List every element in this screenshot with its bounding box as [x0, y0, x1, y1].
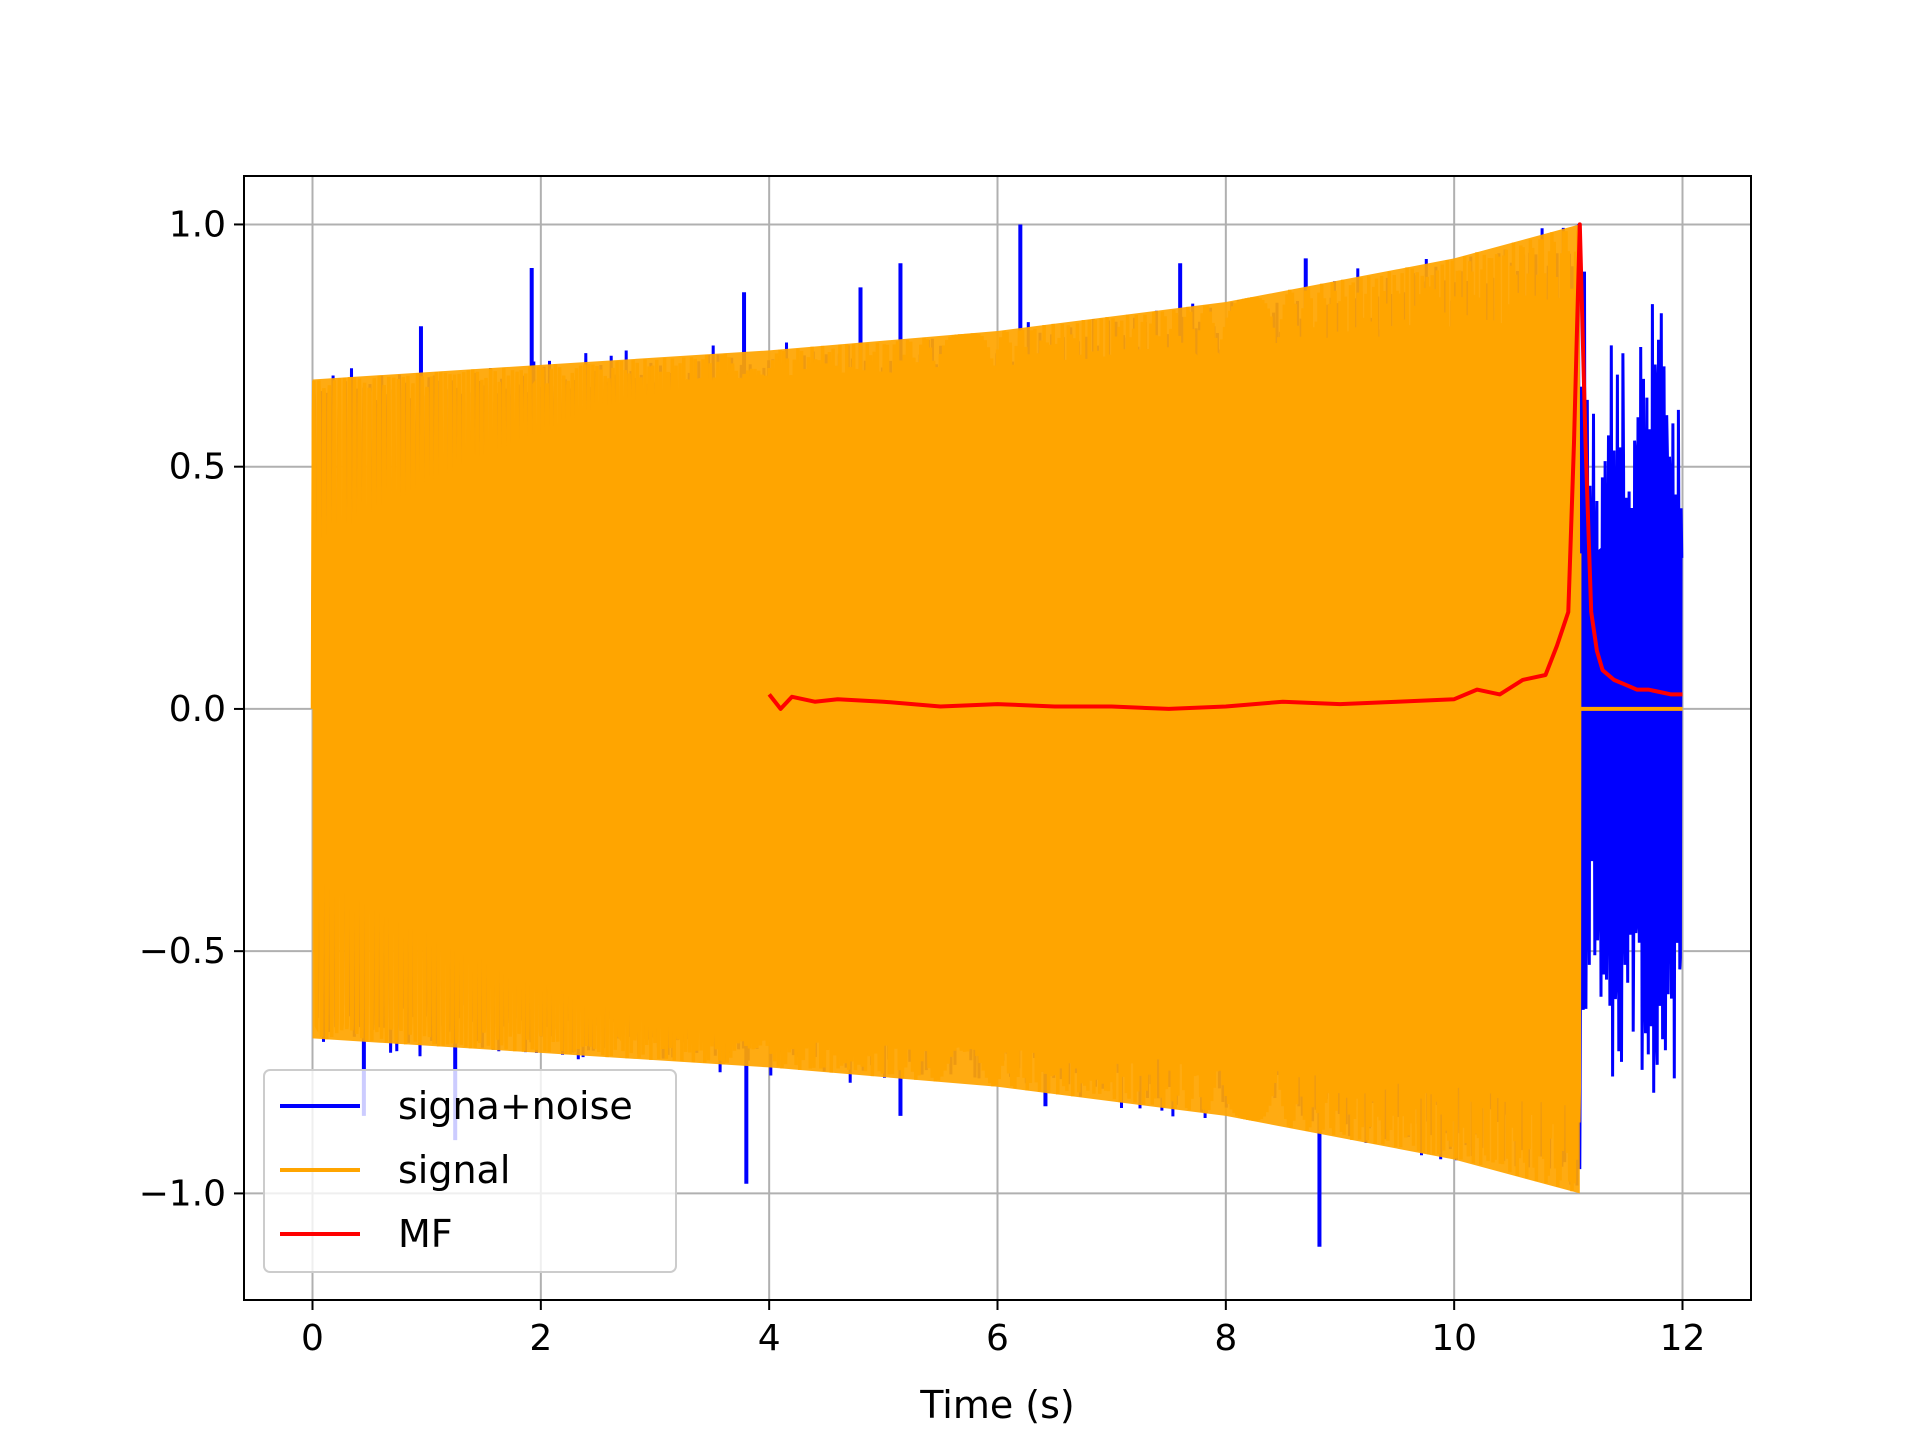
legend-label: MF: [398, 1212, 453, 1256]
plot-area: [310, 222, 1684, 1247]
x-tick-label: 6: [986, 1318, 1009, 1359]
legend-box: [263, 1069, 677, 1273]
x-tick-label: 8: [1214, 1318, 1237, 1359]
legend: signa+noise signal MF: [263, 1069, 677, 1273]
x-tick-label: 12: [1660, 1318, 1706, 1359]
y-tick-label: 0.0: [169, 689, 226, 730]
y-tick-label: −0.5: [139, 931, 226, 972]
legend-label: signa+noise: [398, 1084, 633, 1128]
x-tick-label: 10: [1431, 1318, 1477, 1359]
x-tick-label: 2: [529, 1318, 552, 1359]
y-tick-label: 0.5: [169, 447, 226, 488]
x-axis-title: Time (s): [919, 1383, 1075, 1427]
series-line-mf: [767, 222, 1683, 711]
x-tick-label: 4: [758, 1318, 781, 1359]
y-tick-label: −1.0: [139, 1173, 226, 1214]
y-tick-label: 1.0: [169, 204, 226, 245]
ticks: 0 2 4 6 8 10 12 1.0 0.5 0.0 −0.5 −1.0: [139, 204, 1706, 1359]
legend-label: signal: [398, 1148, 510, 1192]
series-layer: [310, 222, 1684, 1247]
signal-envelope: [312, 224, 1580, 1194]
x-tick-label: 0: [301, 1318, 324, 1359]
